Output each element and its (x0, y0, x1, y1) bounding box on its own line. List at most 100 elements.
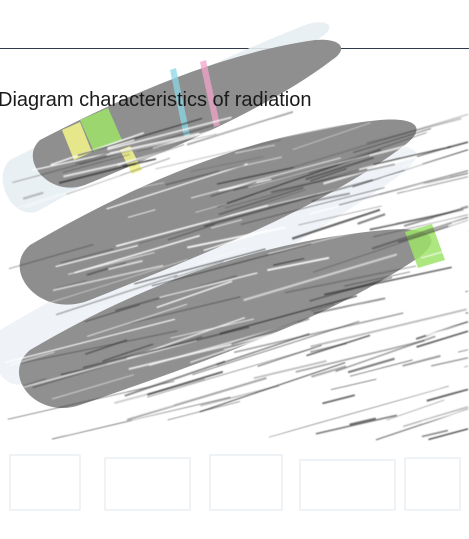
streak-line (313, 297, 386, 315)
streak-line (7, 221, 64, 236)
streak-line (324, 266, 452, 296)
band-green (80, 108, 122, 152)
streak-line (77, 117, 203, 156)
streak-line (158, 395, 294, 435)
streak-line (170, 318, 255, 339)
streak-line (75, 152, 110, 165)
streak-line (404, 150, 469, 171)
streak-line (62, 154, 130, 173)
streak-line (115, 204, 269, 247)
streak-line (55, 244, 138, 268)
streak-line (402, 354, 441, 367)
streak-line (335, 335, 436, 373)
streak-line (313, 219, 469, 273)
streak-line (55, 274, 178, 316)
streak-line (366, 117, 462, 145)
streak-line (22, 191, 44, 200)
streak-line (458, 410, 469, 416)
streak-line (216, 332, 310, 366)
streak-line (107, 116, 232, 151)
streak-line (273, 257, 305, 266)
main-lobe-middle (19, 119, 417, 305)
streak-line (353, 128, 432, 154)
streak-line (285, 265, 417, 294)
streak-line (430, 357, 469, 367)
streak-line (310, 342, 347, 353)
artifact-block-3 (209, 454, 283, 511)
streak-line (465, 311, 469, 315)
streak-line (267, 256, 330, 272)
streak-line (108, 259, 143, 271)
streak-line (369, 129, 469, 157)
streak-line (402, 144, 469, 168)
streak-line (126, 376, 267, 421)
streak-line (423, 172, 469, 184)
streak-line (20, 330, 178, 364)
streak-line (402, 406, 469, 428)
streak-line (330, 378, 377, 391)
streak-line (183, 389, 343, 435)
streak-line (210, 219, 242, 229)
streak-line (264, 103, 443, 141)
streak-line (203, 179, 373, 228)
streak-line (159, 272, 258, 299)
streak-line (4, 318, 176, 364)
streak-line (10, 351, 55, 366)
streak-line (311, 365, 347, 378)
streak-line (128, 332, 278, 371)
streak-line (230, 317, 310, 346)
streak-line (233, 312, 404, 354)
streak-line (441, 376, 469, 386)
streak-line (190, 156, 264, 172)
streak-line (416, 323, 469, 336)
streak-line (219, 295, 358, 335)
streak-line (311, 192, 351, 203)
streak-line (218, 186, 304, 216)
streak-line (8, 193, 60, 211)
artifact-block-4 (299, 459, 396, 511)
streak-line (156, 280, 233, 309)
artifact-block-1 (9, 454, 81, 511)
streak-line (421, 213, 459, 226)
streak-line (202, 131, 251, 146)
streak-line (347, 357, 395, 374)
streak-line (373, 214, 469, 238)
streak-line (173, 261, 224, 279)
streak-line (383, 269, 469, 292)
streak-line (136, 133, 217, 152)
streak-line (240, 187, 385, 225)
streak-line (216, 166, 294, 185)
streak-line (270, 163, 395, 194)
streak-line (74, 234, 200, 274)
streak-line (132, 405, 201, 421)
streak-line (268, 385, 450, 438)
header-rule (0, 48, 469, 49)
streak-line (322, 394, 356, 405)
streak-line (460, 205, 469, 209)
streak-line (425, 325, 469, 336)
streak-line (373, 145, 452, 166)
streak-line (311, 303, 335, 312)
streak-line (60, 248, 114, 264)
streak-line (102, 343, 154, 362)
streak-line (421, 429, 448, 438)
streak-line (210, 189, 306, 222)
streak-line (415, 362, 469, 380)
streak-line (275, 385, 444, 432)
streak-line (310, 168, 347, 182)
streak-line (72, 182, 165, 202)
streak-line (295, 339, 425, 373)
streak-line (187, 226, 286, 249)
artifact-blocks (9, 454, 461, 511)
streak-line (369, 208, 464, 231)
streak-line (291, 208, 381, 240)
streak-line (66, 404, 174, 436)
streak-line (428, 428, 469, 441)
streak-line (134, 248, 266, 285)
streak-line (357, 213, 386, 225)
streak-line (130, 296, 241, 324)
streak-line (338, 169, 469, 206)
streak-line (102, 420, 153, 432)
streak-line (463, 365, 469, 368)
streak-line (51, 374, 135, 400)
